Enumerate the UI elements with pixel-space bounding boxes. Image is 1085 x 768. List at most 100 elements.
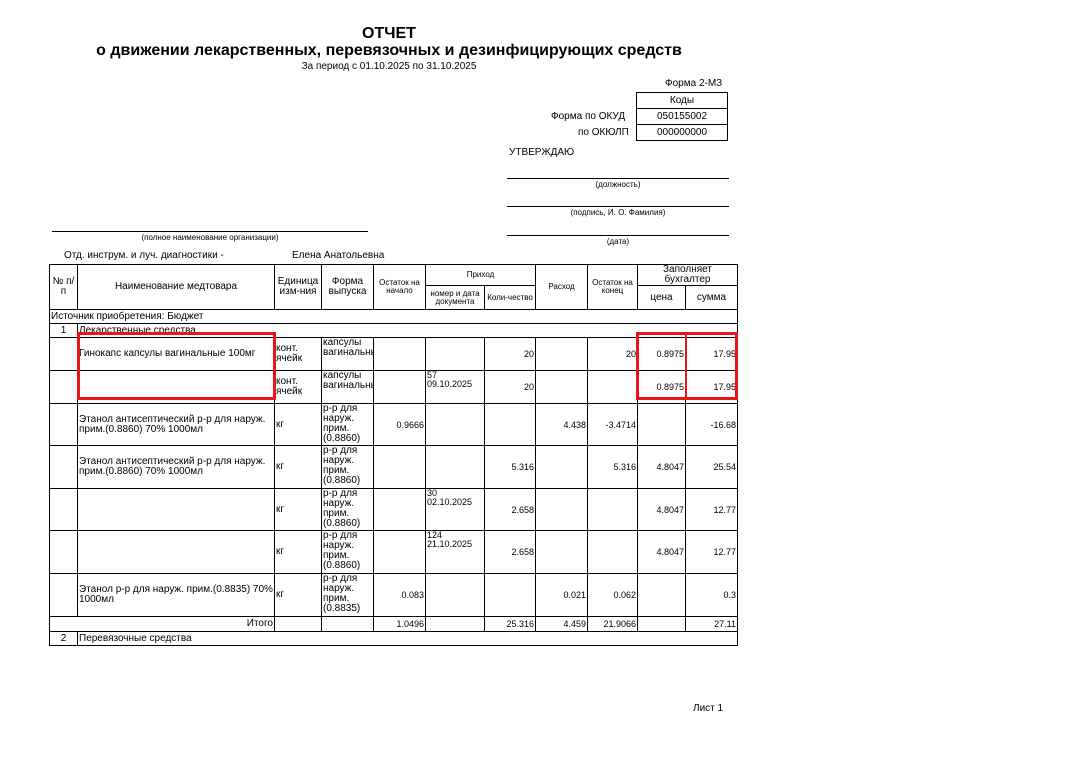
item-name: Этанол антисептический р-р для наруж. пр… xyxy=(77,445,275,489)
item-form: капсулы вагинальные xyxy=(321,337,374,371)
total-expense: 4.459 xyxy=(535,616,588,632)
item-qty: 20 xyxy=(484,370,536,404)
item-sum: -16.68 xyxy=(685,403,738,446)
item-qty: 2.658 xyxy=(484,530,536,574)
item-form: р-р для наруж. прим.(0.8860) xyxy=(321,488,374,531)
item-end: 20 xyxy=(587,337,638,371)
header-income: Приход xyxy=(425,264,536,286)
codes-header: Коды xyxy=(636,92,728,109)
item-start: 0.083 xyxy=(373,573,426,617)
item-name xyxy=(77,488,275,531)
doc-number: 124 xyxy=(427,530,443,540)
item-form: капсулы вагинальные xyxy=(321,370,374,404)
item-end xyxy=(587,530,638,574)
item-expense xyxy=(535,488,588,531)
item-expense: 4.438 xyxy=(535,403,588,446)
item-start xyxy=(373,530,426,574)
item-name: Этанол антисептический р-р для наруж. пр… xyxy=(77,403,275,446)
header-doc: номер и дата документа xyxy=(425,285,485,310)
item-form: р-р для наруж. прим.(0.8860) xyxy=(321,403,374,446)
header-num: № п/п xyxy=(49,264,78,310)
item-price: 4.8047 xyxy=(637,488,686,531)
highlight-divider xyxy=(685,332,687,400)
item-expense xyxy=(535,370,588,404)
header-start: Остаток на начало xyxy=(373,264,426,310)
item-unit: кг xyxy=(274,403,322,446)
okud-value: 050155002 xyxy=(636,108,728,125)
organization-caption: (полное наименование организации) xyxy=(141,233,279,242)
header-qty: Коли-чество xyxy=(484,285,536,310)
item-end xyxy=(587,370,638,404)
report-period: За период с 01.10.2025 по 31.10.2025 xyxy=(301,61,477,72)
header-expense: Расход xyxy=(535,264,588,310)
header-price: цена xyxy=(637,285,686,310)
item-unit: конт. ячейк xyxy=(274,370,322,404)
department: Отд. инструм. и луч. диагностики - xyxy=(64,250,224,261)
okulp-label: по ОКЮЛП xyxy=(578,127,629,138)
item-expense: 0.021 xyxy=(535,573,588,617)
position-caption: (должность) xyxy=(595,180,641,189)
doc-number: 30 xyxy=(427,488,438,498)
total-start: 1.0496 xyxy=(373,616,426,632)
report-subtitle: о движении лекарственных, перевязочных и… xyxy=(96,42,682,59)
item-qty: 20 xyxy=(484,337,536,371)
item-start: 0.9666 xyxy=(373,403,426,446)
person-name: Елена Анатольевна xyxy=(292,250,385,261)
item-end: -3.4714 xyxy=(587,403,638,446)
doc-date: 09.10.2025 xyxy=(427,379,473,389)
item-price xyxy=(637,573,686,617)
codes-table: Коды 050155002 000000000 xyxy=(636,92,728,141)
item-form: р-р для наруж. прим.(0.8860) xyxy=(321,530,374,574)
doc-date: 21.10.2025 xyxy=(427,539,473,549)
header-unit: Единица изм-ния xyxy=(274,264,322,310)
total-label: Итого xyxy=(49,616,275,632)
table-row: кг р-р для наруж. прим.(0.8860) 30 02.10.20… xyxy=(49,488,738,531)
item-price xyxy=(637,403,686,446)
item-qty: 5.316 xyxy=(484,445,536,489)
table-row: Гинокапс капсулы вагинальные 100мг конт. … xyxy=(49,337,738,371)
report-table: № п/п Наименование медтовара Единица изм… xyxy=(49,264,738,646)
item-start xyxy=(373,337,426,371)
signature-caption: (подпись, И. О. Фамилия) xyxy=(570,208,666,217)
okulp-value: 000000000 xyxy=(636,124,728,141)
item-qty: 2.658 xyxy=(484,488,536,531)
item-form: р-р для наруж. прим.(0.8860) xyxy=(321,445,374,489)
item-sum: 12.77 xyxy=(685,488,738,531)
item-unit: кг xyxy=(274,445,322,489)
total-qty: 25.316 xyxy=(484,616,536,632)
item-end: 5.316 xyxy=(587,445,638,489)
total-end: 21.9066 xyxy=(587,616,638,632)
item-expense xyxy=(535,337,588,371)
item-form: р-р для наруж. прим.(0.8835) xyxy=(321,573,374,617)
item-price: 4.8047 xyxy=(637,530,686,574)
group-name: Перевязочные средства xyxy=(77,631,738,646)
total-sum: 27.11 xyxy=(685,616,738,632)
table-row: Этанол антисептический р-р для наруж. пр… xyxy=(49,403,738,446)
sheet-number: Лист 1 xyxy=(693,703,724,714)
form-name: Форма 2-МЗ xyxy=(665,78,723,89)
header-accountant: Заполняет бухгалтер xyxy=(637,264,738,286)
table-row: Этанол р-р для наруж. прим.(0.8835) 70% … xyxy=(49,573,738,617)
item-start xyxy=(373,488,426,531)
item-expense xyxy=(535,530,588,574)
item-start xyxy=(373,445,426,489)
header-end: Остаток на конец xyxy=(587,264,638,310)
item-unit: кг xyxy=(274,488,322,531)
table-row: кг р-р для наруж. прим.(0.8860) 124 21.10.2… xyxy=(49,530,738,574)
header-form: Форма выпуска xyxy=(321,264,374,310)
header-sum: сумма xyxy=(685,285,738,310)
item-sum: 0.3 xyxy=(685,573,738,617)
doc-date: 02.10.2025 xyxy=(427,497,473,507)
group-num: 1 xyxy=(49,323,78,338)
highlight-box-name xyxy=(77,332,276,400)
item-end: 0.062 xyxy=(587,573,638,617)
highlight-box-price-sum xyxy=(636,332,738,400)
item-price: 4.8047 xyxy=(637,445,686,489)
item-expense xyxy=(535,445,588,489)
item-start xyxy=(373,370,426,404)
item-unit: кг xyxy=(274,530,322,574)
report-title: ОТЧЕТ xyxy=(362,25,416,42)
item-unit: кг xyxy=(274,573,322,617)
item-end xyxy=(587,488,638,531)
